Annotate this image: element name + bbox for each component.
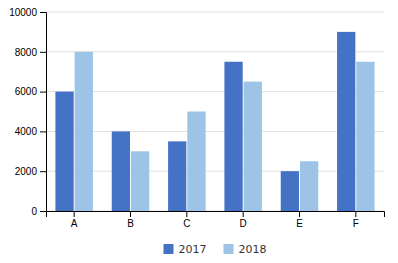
x-tick: B bbox=[127, 211, 134, 229]
bar bbox=[75, 52, 93, 211]
grid-line bbox=[46, 91, 384, 92]
bar bbox=[281, 171, 299, 211]
x-tick-mark bbox=[130, 211, 131, 217]
legend: 2017 2018 bbox=[164, 243, 267, 256]
y-tick: 10000 bbox=[9, 7, 46, 18]
x-tick-mark bbox=[355, 211, 356, 217]
x-tick: A bbox=[71, 211, 78, 229]
grid-line bbox=[46, 131, 384, 132]
y-tick-label: 4000 bbox=[15, 126, 38, 137]
y-tick-mark bbox=[40, 92, 46, 93]
bar bbox=[300, 161, 318, 211]
y-tick-label: 8000 bbox=[15, 47, 38, 58]
bar bbox=[224, 62, 242, 211]
x-tick-label: C bbox=[183, 218, 190, 229]
x-tick-label: F bbox=[353, 218, 359, 229]
x-tick: E bbox=[296, 211, 303, 229]
x-tick-mark bbox=[243, 211, 244, 217]
grid bbox=[46, 12, 384, 211]
y-tick: 2000 bbox=[15, 166, 46, 177]
y-tick-mark bbox=[40, 12, 46, 13]
y-tick-label: 6000 bbox=[15, 86, 38, 97]
bar bbox=[112, 131, 130, 211]
bars bbox=[55, 32, 374, 211]
y-tick: 0 bbox=[31, 206, 46, 217]
bar bbox=[356, 62, 374, 211]
bar bbox=[337, 32, 355, 211]
legend-label: 2017 bbox=[179, 243, 207, 256]
legend-item: 2018 bbox=[224, 243, 267, 256]
y-tick-label: 2000 bbox=[15, 166, 38, 177]
bar bbox=[168, 141, 186, 211]
y-tick-mark bbox=[40, 52, 46, 53]
plot: 0 2000 4000 6000 8000 10000 A B C D E F bbox=[9, 7, 384, 229]
x-tick-mark bbox=[186, 211, 187, 217]
y-tick-label: 0 bbox=[31, 206, 37, 217]
chart-svg: 0 2000 4000 6000 8000 10000 A B C D E F 2017 2018 bbox=[0, 0, 398, 263]
x-tick-label: E bbox=[296, 218, 303, 229]
y-tick: 6000 bbox=[15, 86, 46, 97]
y-axis-line bbox=[40, 13, 47, 212]
legend-label: 2018 bbox=[239, 243, 267, 256]
x-tick: C bbox=[183, 211, 190, 229]
y-tick-mark bbox=[40, 171, 46, 172]
bar-series bbox=[75, 52, 375, 211]
grid-line bbox=[46, 12, 384, 13]
bar bbox=[131, 151, 149, 211]
y-tick: 4000 bbox=[15, 126, 46, 137]
x-tick-mark bbox=[74, 211, 75, 217]
grid-line bbox=[46, 171, 384, 172]
x-tick-mark bbox=[299, 211, 300, 217]
grid-line bbox=[46, 51, 384, 52]
legend-swatch bbox=[164, 244, 174, 254]
y-tick-label: 10000 bbox=[9, 7, 37, 18]
y-axis: 0 2000 4000 6000 8000 10000 bbox=[9, 7, 46, 217]
x-tick-label: A bbox=[71, 218, 78, 229]
bar-series bbox=[55, 32, 355, 211]
bar bbox=[55, 92, 73, 211]
x-tick: F bbox=[353, 211, 359, 229]
y-tick-mark bbox=[40, 131, 46, 132]
y-tick: 8000 bbox=[15, 47, 46, 58]
bar bbox=[187, 112, 205, 212]
legend-item: 2017 bbox=[164, 243, 207, 256]
x-tick-label: B bbox=[127, 218, 134, 229]
x-tick-label: D bbox=[240, 218, 247, 229]
x-axis-line bbox=[47, 212, 385, 218]
x-axis: A B C D E F bbox=[47, 211, 385, 229]
y-tick-mark bbox=[40, 211, 46, 212]
legend-swatch bbox=[224, 244, 234, 254]
bar bbox=[244, 82, 262, 211]
chart-container: 0 2000 4000 6000 8000 10000 A B C D E F 2017 2018 bbox=[0, 0, 398, 263]
x-tick: D bbox=[240, 211, 247, 229]
